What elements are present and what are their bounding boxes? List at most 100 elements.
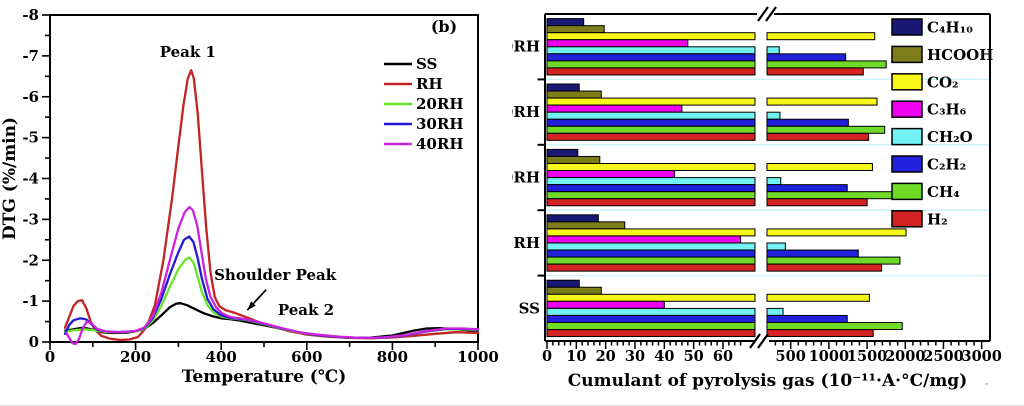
dtg-y-tick-label: -3 xyxy=(22,210,39,228)
dtg-y-tick-label: -2 xyxy=(22,251,39,269)
gas-category-label-rh: RH xyxy=(513,234,540,252)
bar-rh-ch xyxy=(546,214,599,223)
bar-30rh-ch xyxy=(546,83,580,92)
bar-ss-co-right xyxy=(766,293,870,302)
dtg-y-tick-label: -5 xyxy=(22,129,39,147)
bar-30rh-ch-right xyxy=(766,125,886,134)
bar-40rh-ch-left xyxy=(546,60,756,69)
bar-rh-co-left xyxy=(546,228,756,237)
gas-legend-swatch-co xyxy=(891,73,923,91)
dtg-annotation-arrowhead xyxy=(247,301,256,311)
gas-x-tick-label: 40 xyxy=(654,348,674,365)
bar-rh-ch-left xyxy=(546,256,756,265)
bar-40rh-co-right xyxy=(766,32,876,41)
axis-break-slash-2 xyxy=(749,333,761,349)
bar-ss-hcooh xyxy=(546,286,602,295)
bar-ss-ch-left xyxy=(546,314,756,323)
dtg-y-tick-label: -7 xyxy=(22,47,39,65)
gas-legend-label-ch: C₂H₂ xyxy=(927,156,966,174)
bar-ss-ch-right xyxy=(766,314,848,323)
gas-x-tick-label: 60 xyxy=(713,348,733,365)
bar-20rh-ch xyxy=(546,148,579,157)
gas-legend-swatch-hcooh xyxy=(891,45,923,64)
bar-ss-cho-left xyxy=(546,307,756,316)
dtg-annotation-peak1: Peak 1 xyxy=(160,43,216,61)
bar-20rh-ch-right xyxy=(766,184,848,193)
dtg-y-tick-label: -8 xyxy=(22,6,39,24)
bar-30rh-ch xyxy=(546,104,683,113)
bar-30rh-ch-left xyxy=(546,125,756,134)
dtg-panel-label: (b) xyxy=(431,17,457,36)
bar-rh-cho-left xyxy=(546,242,756,251)
bar-40rh-ch xyxy=(546,39,689,48)
gas-legend-label-ch: C₃H₆ xyxy=(927,101,967,119)
dtg-legend-label-20rh: 20RH xyxy=(416,95,464,113)
bar-rh-ch-right xyxy=(766,256,901,265)
gas-x-axis-title: Cumulant of pyrolysis gas (10⁻¹¹·A·°C/mg… xyxy=(568,371,967,391)
bar-20rh-co-left xyxy=(546,163,756,171)
bar-ss-ch xyxy=(546,279,580,288)
dtg-x-tick-label: 1000 xyxy=(457,348,499,366)
dtg-legend-label-30rh: 30RH xyxy=(416,115,464,133)
gas-legend-label-cho: CH₂O xyxy=(927,128,973,146)
bar-40rh-hcooh xyxy=(546,25,605,34)
dtg-curve-40rh xyxy=(65,205,480,346)
gas-category-label-20rh: 20RH xyxy=(512,169,540,187)
dtg-y-tick-label: -6 xyxy=(22,88,39,106)
bar-ss-ch-right xyxy=(766,322,903,330)
gas-x-tick-label: 500 xyxy=(776,348,806,365)
dtg-curve-30rh xyxy=(63,235,480,340)
bar-20rh-ch-left xyxy=(546,184,756,193)
bar-rh-h-left xyxy=(546,263,756,272)
gas-x-tick-label: 1500 xyxy=(847,348,887,365)
bar-20rh-cho-left xyxy=(546,177,756,186)
dtg-chart-svg: 0 200 400 600 800 1000 0 -1 -2 -3 -4 -5 -6 -7 -8 Temper… xyxy=(0,6,499,387)
bar-20rh-co-right xyxy=(766,163,873,171)
gas-legend-label-ch: C₄H₁₀ xyxy=(927,19,973,37)
axis-break-slash-0 xyxy=(757,6,769,22)
axis-break-slash-3 xyxy=(757,333,769,349)
bar-rh-co-right xyxy=(766,228,907,237)
dtg-x-tick-label: 800 xyxy=(377,348,408,366)
gas-x-tick-label: 20 xyxy=(596,348,616,365)
bar-20rh-h-right xyxy=(766,198,868,207)
dtg-line-chart-panel: 0 200 400 600 800 1000 0 -1 -2 -3 -4 -5 -6 -7 -8 Temper… xyxy=(0,0,512,405)
dtg-x-tick-label: 400 xyxy=(206,348,237,366)
bar-ss-ch-left xyxy=(546,322,756,330)
dtg-y-tick-label: -4 xyxy=(22,170,39,188)
dtg-y-tick-label: 0 xyxy=(29,333,39,351)
gas-legend-swatch-h xyxy=(891,210,923,228)
dtg-x-axis-title: Temperature (℃) xyxy=(182,367,347,387)
bar-30rh-h-right xyxy=(766,132,870,141)
gas-x-tick-label: 30 xyxy=(625,348,645,365)
bar-rh-hcooh xyxy=(546,221,626,230)
gas-x-tick-label: 2500 xyxy=(923,348,963,365)
bar-ss-h-right xyxy=(766,329,874,338)
bar-ss-h-left xyxy=(546,329,756,338)
bar-ss-ch xyxy=(546,300,665,309)
gas-legend-swatch-ch xyxy=(891,18,923,36)
gas-category-label-40rh: 40RH xyxy=(512,38,540,56)
gas-legend-label-hcooh: HCOOH xyxy=(927,46,993,64)
gas-x-tick-label: 3000 xyxy=(962,348,1002,365)
bar-30rh-co-left xyxy=(546,97,756,106)
bar-40rh-ch xyxy=(546,18,585,27)
bar-rh-cho-right xyxy=(766,242,786,251)
bar-30rh-h-left xyxy=(546,132,756,141)
bar-40rh-h-right xyxy=(766,67,864,76)
dtg-x-tick-label: 600 xyxy=(291,348,322,366)
dtg-legend-label-rh: RH xyxy=(416,75,443,93)
bar-rh-ch-right xyxy=(766,249,859,258)
gas-category-label-30rh: 30RH xyxy=(512,103,540,121)
gas-x-tick-label: 0 xyxy=(542,348,552,365)
bar-20rh-h-left xyxy=(546,198,756,207)
gas-x-tick-label: 2000 xyxy=(885,348,925,365)
gas-x-tick-label: 1000 xyxy=(809,348,849,365)
bar-rh-h-right xyxy=(766,263,883,272)
bar-ss-cho-right xyxy=(766,307,784,316)
dtg-legend-label-40rh: 40RH xyxy=(416,135,464,153)
gas-legend-swatch-ch xyxy=(891,100,923,118)
bar-30rh-cho-left xyxy=(546,111,756,120)
